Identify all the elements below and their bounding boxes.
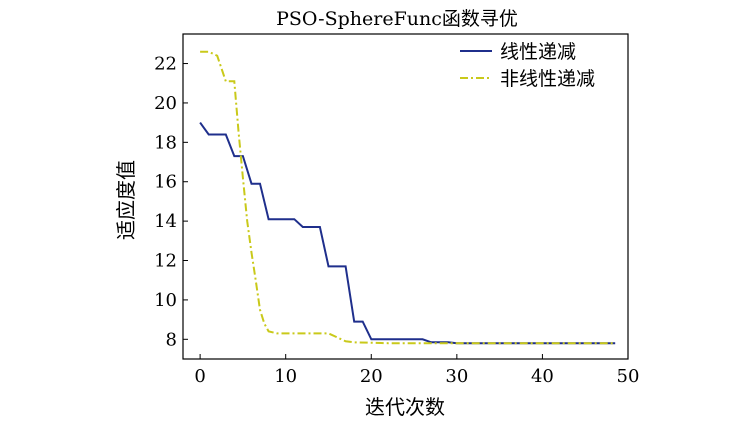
series-line-linear: [199, 122, 616, 345]
x-tick-label: 30: [445, 366, 468, 387]
plot-frame: [182, 33, 629, 360]
y-tick-label: 10: [154, 290, 177, 311]
x-tick-label: 50: [617, 366, 640, 387]
x-tick-label: 20: [360, 366, 383, 387]
x-axis-label: 迭代次数: [365, 395, 445, 419]
legend-label-linear: 线性递减: [500, 41, 576, 63]
x-tick-label: 40: [531, 366, 554, 387]
legend-label-nonlinear: 非线性递减: [500, 68, 595, 90]
legend: 线性递减 非线性递减: [460, 41, 595, 90]
y-tick-label: 18: [154, 132, 177, 153]
x-tick-label: 10: [274, 366, 297, 387]
y-tick-label: 22: [154, 54, 177, 75]
plot-area: 0 10 20 30 40 50 8 10 12 14 16 18 20 22: [154, 33, 639, 387]
y-tick-label: 14: [154, 211, 177, 232]
x-axis-ticks: 0 10 20 30 40 50: [194, 354, 639, 387]
y-tick-label: 20: [154, 93, 177, 114]
series-line-nonlinear: [200, 50, 616, 345]
y-axis-label: 适应度值: [114, 160, 138, 240]
y-tick-label: 8: [166, 329, 177, 350]
series-layer: [199, 50, 616, 345]
y-axis-ticks: 8 10 12 14 16 18 20 22: [154, 54, 188, 350]
y-tick-label: 16: [154, 172, 177, 193]
chart-title: PSO-SphereFunc函数寻优: [276, 8, 518, 30]
y-tick-label: 12: [154, 251, 177, 272]
x-tick-label: 0: [194, 366, 205, 387]
